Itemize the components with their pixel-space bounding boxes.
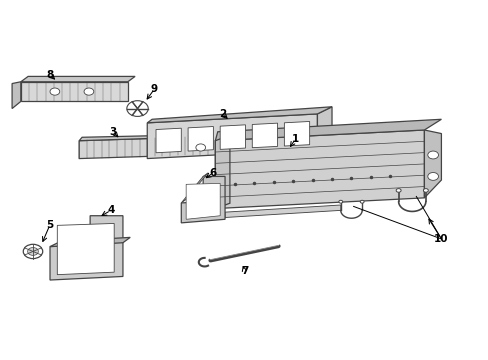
Polygon shape [147, 107, 331, 123]
Circle shape [427, 172, 438, 180]
Polygon shape [224, 205, 340, 217]
Polygon shape [186, 183, 220, 219]
Polygon shape [156, 128, 181, 153]
Polygon shape [220, 125, 245, 149]
Polygon shape [50, 216, 122, 280]
Polygon shape [90, 237, 130, 245]
Polygon shape [147, 114, 317, 158]
Text: 7: 7 [240, 266, 248, 276]
Polygon shape [21, 76, 135, 82]
Polygon shape [12, 82, 21, 109]
Text: 2: 2 [219, 109, 226, 119]
Polygon shape [317, 107, 331, 150]
Polygon shape [181, 176, 224, 223]
Circle shape [338, 200, 342, 203]
Text: 6: 6 [209, 168, 216, 178]
Text: 10: 10 [433, 234, 448, 244]
Text: 5: 5 [46, 220, 54, 230]
Polygon shape [215, 135, 229, 208]
Circle shape [23, 244, 42, 258]
Circle shape [360, 200, 364, 203]
Polygon shape [215, 119, 441, 141]
Polygon shape [21, 82, 127, 102]
Polygon shape [50, 239, 97, 247]
Polygon shape [215, 130, 424, 208]
Circle shape [50, 88, 60, 95]
Text: 9: 9 [151, 84, 158, 94]
Text: 8: 8 [46, 69, 54, 80]
Circle shape [196, 144, 205, 151]
Polygon shape [252, 123, 277, 148]
Polygon shape [424, 130, 441, 198]
Text: 1: 1 [291, 134, 299, 144]
Circle shape [395, 189, 400, 192]
Polygon shape [284, 121, 309, 146]
Circle shape [28, 248, 38, 255]
Circle shape [427, 151, 438, 159]
Polygon shape [79, 134, 218, 141]
Polygon shape [181, 173, 207, 203]
Polygon shape [188, 126, 213, 151]
Polygon shape [57, 224, 114, 275]
Circle shape [126, 101, 148, 116]
Text: 3: 3 [109, 127, 117, 137]
Text: 4: 4 [107, 205, 114, 215]
Polygon shape [79, 136, 215, 158]
Circle shape [84, 88, 94, 95]
Circle shape [423, 189, 427, 192]
